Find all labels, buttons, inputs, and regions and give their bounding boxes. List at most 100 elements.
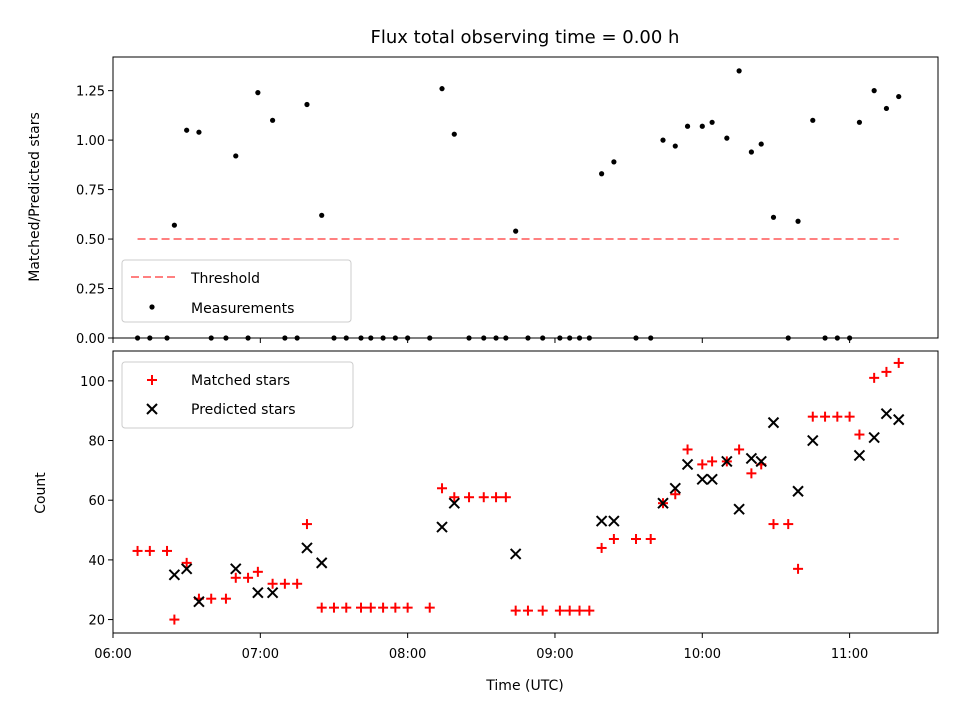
- matched-star-point: [316, 602, 327, 613]
- predicted-star-point: [868, 431, 880, 444]
- matched-star-point: [707, 456, 718, 467]
- matched-star-point: [645, 534, 656, 544]
- predicted-stars-legend-swatch: [146, 403, 158, 415]
- predicted-star-point: [807, 434, 819, 447]
- measurement-point: [611, 159, 617, 165]
- predicted-star-point: [657, 497, 669, 509]
- predicted-star-point: [696, 473, 708, 486]
- measurement-point: [871, 88, 877, 94]
- matched-star-point: [402, 602, 413, 613]
- measurement-point: [233, 153, 239, 159]
- predicted-star-point: [893, 413, 905, 426]
- predicted-star-point: [608, 515, 620, 527]
- measurement-point: [269, 117, 276, 123]
- measurement-point: [304, 101, 310, 108]
- measurement-point: [599, 171, 605, 177]
- matched-star-point: [328, 602, 339, 613]
- matched-star-point: [510, 605, 521, 616]
- ratio-y-tick-label: 1.25: [76, 85, 105, 100]
- measurement-point: [856, 119, 863, 125]
- predicted-star-point: [669, 482, 681, 494]
- matched-star-point: [537, 605, 548, 616]
- matched-stars-legend-label: Matched stars: [191, 373, 290, 389]
- measurement-point: [451, 131, 457, 137]
- count-y-axis-label: Count: [33, 472, 49, 514]
- ratio-x-axis: [112, 338, 851, 343]
- measurement-point: [255, 90, 261, 96]
- count-y-axis: 20 40 60 80 100: [80, 375, 113, 629]
- matched-star-point: [491, 492, 502, 503]
- predicted-star-point: [681, 458, 694, 471]
- matched-star-point: [449, 492, 460, 503]
- measurements-legend-label: Measurements: [191, 301, 294, 317]
- matched-star-point: [574, 605, 585, 616]
- ratio-panel: Flux total observing time = 0.00 h 0.000…: [27, 27, 939, 347]
- ratio-legend-box: [121, 259, 352, 323]
- count-y-tick-label: 100: [80, 375, 105, 390]
- matched-star-point: [478, 492, 489, 503]
- predicted-star-point: [880, 407, 893, 420]
- matched-star-point: [746, 468, 757, 479]
- measurement-point: [672, 143, 678, 149]
- matched-star-point: [437, 483, 448, 494]
- predicted-star-point: [252, 587, 264, 599]
- matched-star-point: [243, 572, 254, 583]
- matched-star-point: [881, 366, 892, 377]
- measurement-point: [660, 137, 666, 143]
- ratio-y-tick-label: 1.00: [76, 134, 105, 149]
- matched-star-point: [252, 566, 263, 577]
- count-x-tick-label: 06:00: [94, 647, 131, 662]
- ratio-y-tick-label: 0.25: [76, 283, 105, 298]
- measurement-point: [684, 123, 691, 129]
- ratio-y-tick-label: 0.50: [76, 233, 105, 248]
- predicted-star-point: [315, 557, 328, 569]
- measurement-point: [171, 222, 177, 228]
- count-y-tick-label: 40: [88, 554, 105, 569]
- measurement-point: [724, 135, 730, 141]
- count-legend-box: [121, 361, 354, 429]
- matched-star-point: [181, 557, 192, 568]
- matched-stars-legend-swatch: [147, 375, 157, 385]
- measurement-point: [810, 117, 816, 123]
- matched-star-point: [341, 602, 352, 613]
- ratio-axes-frame: [112, 56, 939, 339]
- count-axes-frame: [112, 350, 939, 634]
- matched-star-point: [554, 605, 565, 616]
- count-x-tick-label: 07:00: [242, 647, 279, 662]
- matched-star-point: [832, 411, 843, 422]
- predicted-star-point: [180, 563, 193, 575]
- matched-star-point: [608, 534, 619, 544]
- ratio-y-axis: 0.00 0.25 0.50 0.75 1.00 1.25: [76, 85, 113, 347]
- predicted-star-point: [301, 542, 313, 554]
- ratio-chart-title: Flux total observing time = 0.00 h: [371, 27, 680, 48]
- matched-star-point: [869, 372, 880, 383]
- predicted-star-point: [193, 595, 205, 608]
- matched-star-point: [584, 605, 595, 616]
- measurement-point: [896, 93, 902, 100]
- matched-star-point: [162, 545, 173, 556]
- ratio-y-axis-label: Matched/Predicted stars: [27, 112, 43, 282]
- predicted-star-point: [721, 455, 733, 468]
- predicted-star-point: [792, 485, 804, 497]
- count-y-tick-label: 80: [88, 435, 105, 450]
- count-x-tick-label: 10:00: [684, 647, 721, 662]
- predicted-star-point: [230, 563, 242, 575]
- predicted-star-point: [168, 569, 181, 581]
- matched-star-point: [768, 519, 779, 530]
- matched-star-point: [522, 605, 533, 616]
- measurement-point: [748, 149, 754, 155]
- predicted-star-point: [436, 521, 448, 533]
- count-y-tick-label: 60: [88, 494, 105, 509]
- count-y-tick-label: 20: [88, 614, 105, 629]
- matched-star-point: [500, 492, 511, 503]
- matched-star-point: [132, 545, 143, 556]
- matched-star-point: [807, 411, 818, 422]
- matched-star-point: [854, 429, 865, 440]
- threshold-legend-label: Threshold: [190, 271, 260, 287]
- matched-star-point: [820, 411, 831, 422]
- matched-star-point: [365, 602, 376, 613]
- predicted-star-point: [448, 497, 461, 509]
- matched-star-point: [279, 578, 290, 589]
